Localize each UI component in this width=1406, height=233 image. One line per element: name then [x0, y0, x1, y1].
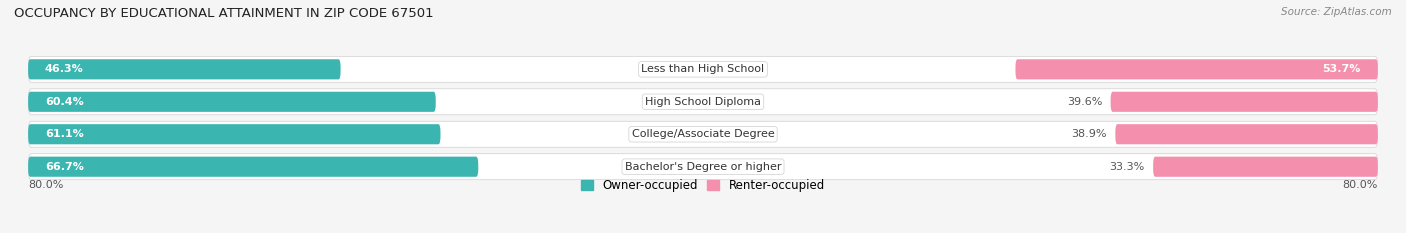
Text: 38.9%: 38.9% — [1071, 129, 1107, 139]
Text: 60.4%: 60.4% — [45, 97, 84, 107]
FancyBboxPatch shape — [28, 121, 1378, 147]
Text: 66.7%: 66.7% — [45, 162, 84, 172]
Text: Bachelor's Degree or higher: Bachelor's Degree or higher — [624, 162, 782, 172]
FancyBboxPatch shape — [1153, 157, 1378, 177]
Text: 46.3%: 46.3% — [45, 64, 84, 74]
FancyBboxPatch shape — [1111, 92, 1378, 112]
Text: High School Diploma: High School Diploma — [645, 97, 761, 107]
Text: OCCUPANCY BY EDUCATIONAL ATTAINMENT IN ZIP CODE 67501: OCCUPANCY BY EDUCATIONAL ATTAINMENT IN Z… — [14, 7, 433, 20]
FancyBboxPatch shape — [28, 92, 436, 112]
FancyBboxPatch shape — [28, 124, 440, 144]
FancyBboxPatch shape — [28, 154, 1378, 180]
FancyBboxPatch shape — [28, 157, 478, 177]
Text: College/Associate Degree: College/Associate Degree — [631, 129, 775, 139]
Text: Less than High School: Less than High School — [641, 64, 765, 74]
Text: 53.7%: 53.7% — [1323, 64, 1361, 74]
FancyBboxPatch shape — [28, 89, 1378, 115]
FancyBboxPatch shape — [28, 56, 1378, 82]
Legend: Owner-occupied, Renter-occupied: Owner-occupied, Renter-occupied — [576, 174, 830, 197]
Text: 80.0%: 80.0% — [1343, 180, 1378, 190]
Text: 33.3%: 33.3% — [1109, 162, 1144, 172]
Text: 39.6%: 39.6% — [1067, 97, 1102, 107]
Text: Source: ZipAtlas.com: Source: ZipAtlas.com — [1281, 7, 1392, 17]
FancyBboxPatch shape — [28, 59, 340, 79]
Text: 80.0%: 80.0% — [28, 180, 63, 190]
FancyBboxPatch shape — [1015, 59, 1378, 79]
Text: 61.1%: 61.1% — [45, 129, 84, 139]
FancyBboxPatch shape — [1115, 124, 1378, 144]
